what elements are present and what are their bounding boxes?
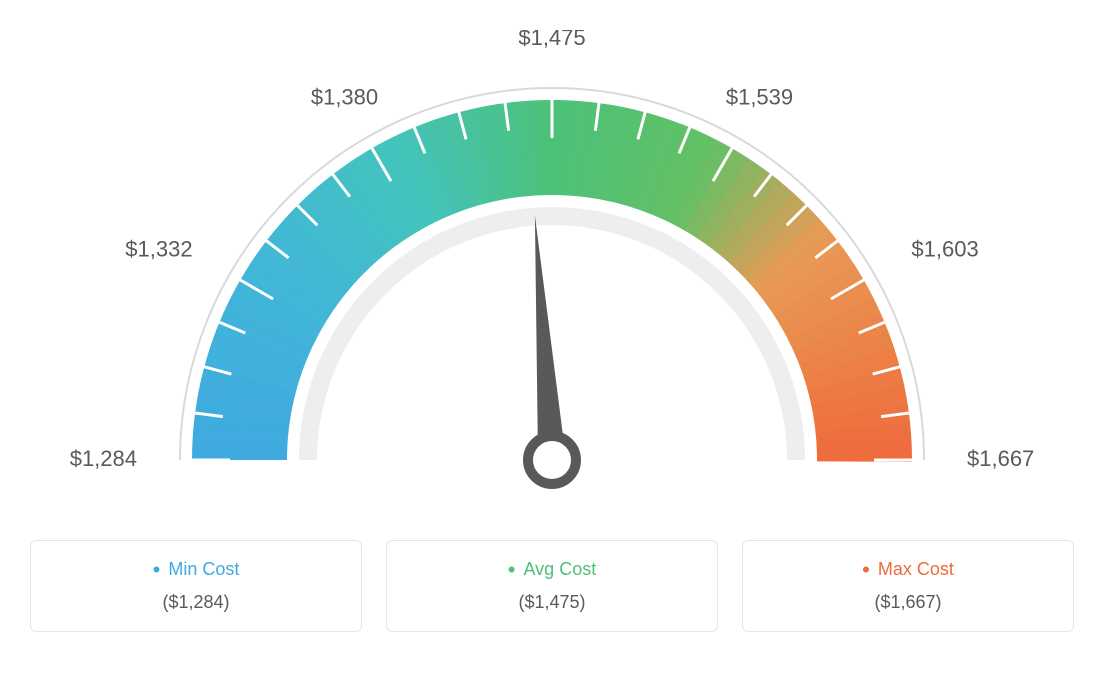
legend-card-avg: Avg Cost ($1,475) <box>386 540 718 632</box>
legend-avg-label: Avg Cost <box>508 559 596 580</box>
legend-min-value: ($1,284) <box>51 592 341 613</box>
gauge-tick-label: $1,332 <box>125 237 192 262</box>
gauge-tick-label: $1,539 <box>726 85 793 110</box>
gauge-needle <box>535 216 566 461</box>
legend-min-label: Min Cost <box>153 559 240 580</box>
gauge-svg: $1,284 $1,332 $1,380 $1,475 $1,539 $1,603 $1,6… <box>30 30 1074 510</box>
gauge-tick-label: $1,284 <box>70 446 137 471</box>
cost-gauge-chart: $1,284 $1,332 $1,380 $1,475 $1,539 $1,603 $1,6… <box>30 30 1074 632</box>
legend-row: Min Cost ($1,284) Avg Cost ($1,475) Max … <box>30 540 1074 632</box>
legend-card-max: Max Cost ($1,667) <box>742 540 1074 632</box>
legend-avg-value: ($1,475) <box>407 592 697 613</box>
gauge-tick-label: $1,475 <box>518 30 585 50</box>
legend-max-value: ($1,667) <box>763 592 1053 613</box>
gauge-needle-hub <box>528 436 576 484</box>
legend-max-label: Max Cost <box>862 559 954 580</box>
gauge-tick-label: $1,667 <box>967 446 1034 471</box>
gauge-tick-label: $1,380 <box>311 85 378 110</box>
legend-card-min: Min Cost ($1,284) <box>30 540 362 632</box>
gauge-tick-label: $1,603 <box>911 237 978 262</box>
